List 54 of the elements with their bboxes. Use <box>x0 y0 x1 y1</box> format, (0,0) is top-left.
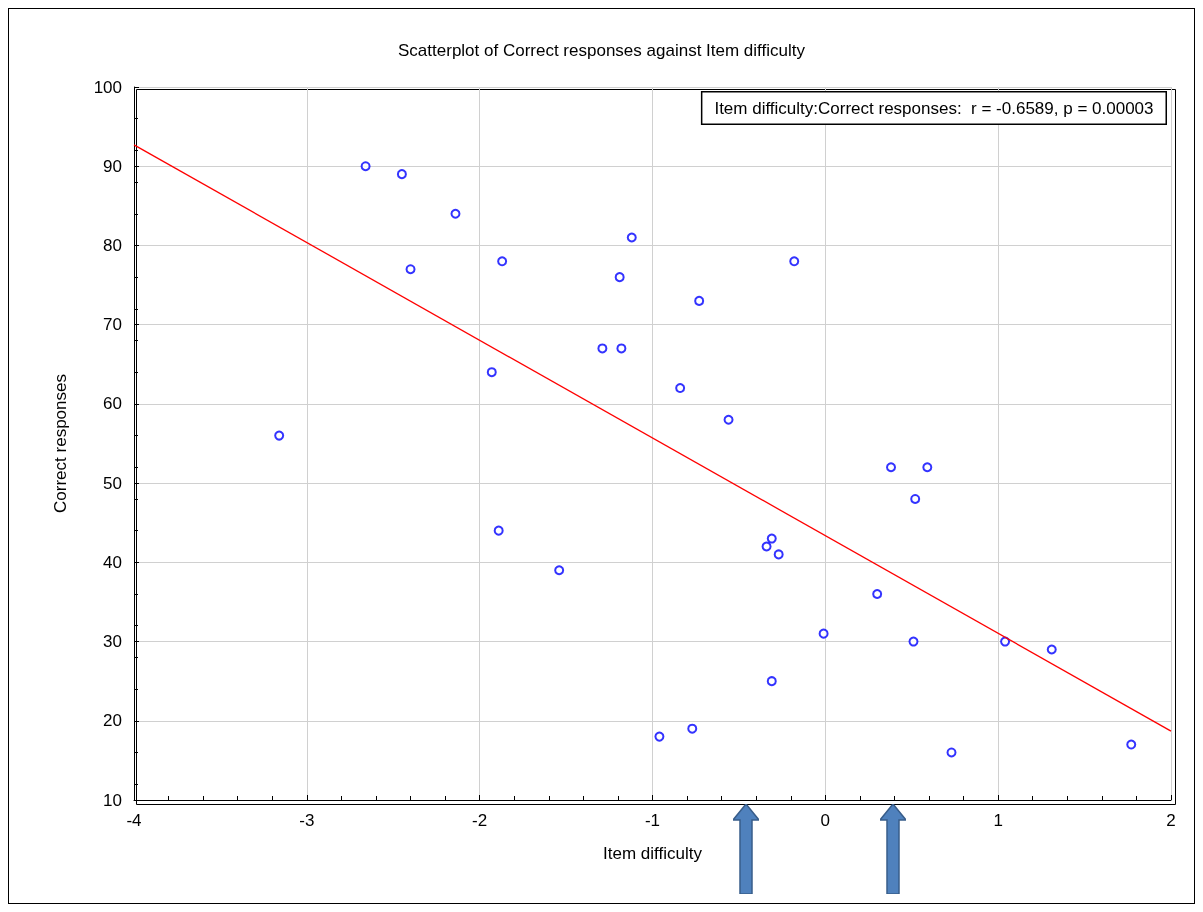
point <box>789 256 800 267</box>
point <box>946 747 957 758</box>
point <box>694 295 705 306</box>
y-tick-label: 60 <box>103 394 122 414</box>
annotation: Item difficulty:Correct responses: r = -0.6589, p = 0.00003 <box>714 98 1154 118</box>
point <box>886 462 897 473</box>
y-tick-label: 90 <box>103 156 122 176</box>
x-axis-title: Item difficulty <box>603 844 703 863</box>
y-axis-title: Correct responses <box>51 374 70 513</box>
point <box>396 169 407 180</box>
y-tick-label: 50 <box>103 473 122 493</box>
point <box>1000 636 1011 647</box>
point <box>497 256 508 267</box>
y-tick-label: 30 <box>103 632 122 652</box>
x-tick-label: 1 <box>993 811 1003 830</box>
point <box>614 272 625 283</box>
point <box>687 723 698 734</box>
point <box>675 383 686 394</box>
x-tick-label: -4 <box>126 811 142 830</box>
point <box>922 462 933 473</box>
x-tick-label: -2 <box>472 811 488 830</box>
point <box>597 343 608 354</box>
point <box>360 161 371 172</box>
point <box>910 493 921 504</box>
point <box>872 589 883 600</box>
y-tick-label: 80 <box>103 235 122 255</box>
point <box>486 367 497 378</box>
point <box>773 549 784 560</box>
point <box>766 676 777 687</box>
point <box>766 533 777 544</box>
point <box>493 525 504 536</box>
point <box>554 565 565 576</box>
chart-title: Scatterplot of Correct responses against Item difficulty <box>398 41 806 60</box>
y-tick-label: 10 <box>103 790 122 810</box>
y-tick-label: 100 <box>93 77 122 97</box>
point <box>654 731 665 742</box>
x-tick-label: 0 <box>820 811 831 830</box>
point <box>616 343 627 354</box>
point <box>723 414 734 425</box>
y-tick-label: 70 <box>103 315 122 335</box>
point <box>761 541 772 552</box>
x-tick-label: -1 <box>644 811 661 830</box>
point <box>818 628 829 639</box>
x-tick-label: 2 <box>1166 811 1176 830</box>
point <box>405 264 416 275</box>
point <box>1126 739 1137 750</box>
point <box>908 636 919 647</box>
point <box>450 208 461 219</box>
x-tick-label: -3 <box>299 811 315 830</box>
point <box>274 430 285 441</box>
y-tick-label: 40 <box>103 552 122 572</box>
point <box>1046 644 1057 655</box>
y-tick-label: 20 <box>103 711 122 731</box>
point <box>626 232 637 243</box>
